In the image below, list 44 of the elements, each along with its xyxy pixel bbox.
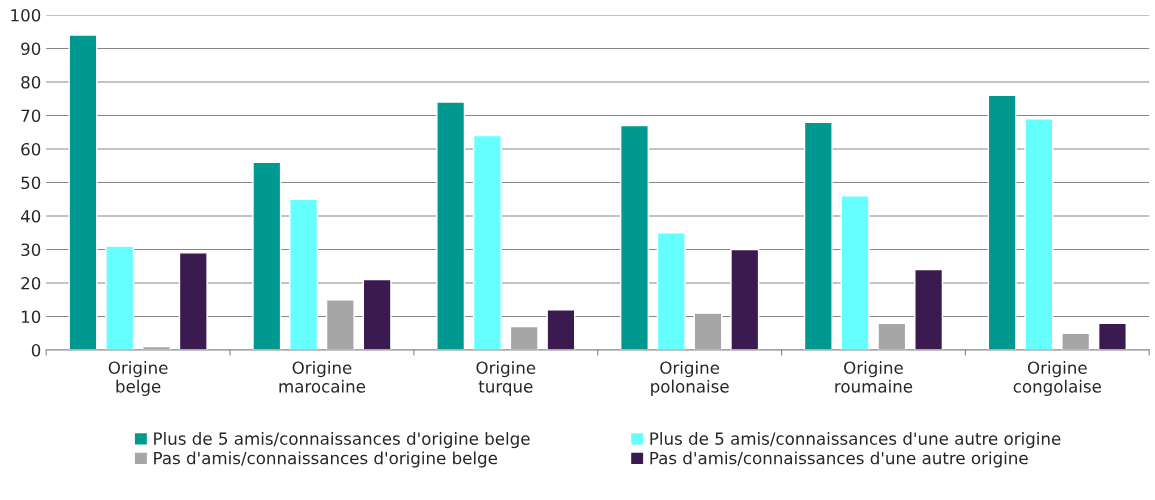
y-tick-label: 20 xyxy=(21,276,41,290)
x-tick-label: Origine polonaise xyxy=(651,361,729,396)
bar xyxy=(803,121,833,350)
bar xyxy=(68,34,98,350)
y-tick-label: 90 xyxy=(21,42,41,56)
legend-label: Pas d'amis/connaissances d'une autre origine xyxy=(650,451,1028,468)
bar xyxy=(362,278,392,350)
y-tick-label: 40 xyxy=(20,209,41,223)
y-tick-label: 80 xyxy=(21,75,41,89)
bar xyxy=(840,195,870,350)
bar xyxy=(509,325,539,350)
bar xyxy=(1097,322,1127,350)
bar xyxy=(987,94,1017,350)
y-tick-label: 10 xyxy=(21,310,41,324)
x-tick-label: Origine marocaine xyxy=(279,361,366,393)
y-tick-label: 70 xyxy=(21,109,41,123)
bar xyxy=(105,245,135,350)
bar xyxy=(289,198,319,350)
legend-label: Pas d'amis/connaissances d'origine belge xyxy=(154,451,498,468)
bar xyxy=(436,101,466,350)
bar xyxy=(877,322,907,350)
bar xyxy=(472,134,502,350)
legend-label: Plus de 5 amis/connaissances d'une autre origine xyxy=(650,432,1061,449)
bar xyxy=(619,124,649,350)
bar xyxy=(1061,332,1091,350)
x-tick-label: Origine turque xyxy=(476,361,536,396)
bar xyxy=(656,232,686,350)
bar xyxy=(914,268,944,350)
bar xyxy=(252,161,282,350)
bar xyxy=(325,299,355,350)
bar xyxy=(546,309,576,350)
bar xyxy=(1024,118,1054,350)
y-tick-label: 50 xyxy=(21,176,41,190)
y-tick-label: 30 xyxy=(21,243,41,257)
x-tick-label: Origine belge xyxy=(108,361,168,396)
bar xyxy=(178,252,208,350)
y-tick-label: 100 xyxy=(11,8,41,22)
bar xyxy=(730,248,760,350)
x-tick-label: Origine roumaine xyxy=(835,361,913,393)
y-tick-label: 0 xyxy=(31,343,41,357)
y-tick-label: 60 xyxy=(21,142,41,156)
x-tick-label: Origine congolaise xyxy=(1013,361,1101,396)
legend-label: Plus de 5 amis/connaissances d'origine belge xyxy=(154,432,530,449)
bar xyxy=(693,312,723,350)
